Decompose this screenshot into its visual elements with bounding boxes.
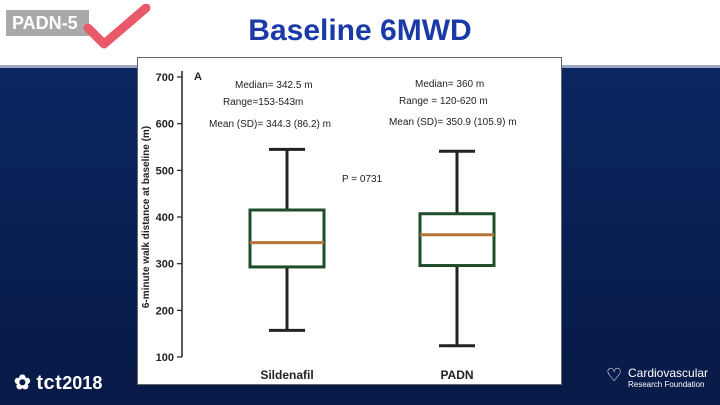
tct-logo: ✿ tct2018 [14,370,102,395]
y-tick-label: 400 [156,212,174,224]
y-tick-label: 600 [156,119,174,131]
annotation-padn-range: Range = 120-620 m [399,96,488,107]
box-padn [418,149,496,348]
y-tick-label: 100 [156,352,174,364]
panel-label: A [194,71,202,83]
tct-logo-icon: ✿ [14,372,31,394]
tct-logo-year: 2018 [62,373,103,393]
crf-line1: Cardiovascular [628,366,709,380]
y-tick-label: 200 [156,305,174,317]
y-tick-label: 500 [156,165,174,177]
annotation-sildenafil-range: Range=153-543m [223,97,303,108]
annotation-padn-median: Median= 360 m [415,79,484,90]
box-sildenafil [248,147,326,332]
category-label: PADN [440,368,473,382]
annotation-sildenafil-mean: Mean (SD)= 344.3 (86.2) m [209,119,331,130]
y-axis-label: 6-minute walk distance at baseline (m) [141,126,152,308]
category-label: Sildenafil [260,368,313,382]
box-plot-chart: 100 200 300 400 500 600 700 6-minute walk dista… [141,71,517,382]
annotation-p-value: P = 0731 [342,174,383,185]
iqr-box [418,212,496,268]
crf-line2: Research Foundation [628,380,705,389]
tct-logo-text: tct [36,372,63,394]
iqr-box [248,208,326,269]
crf-logo: ♡ Cardiovascular Research Foundation [606,365,709,390]
check-icon [83,4,151,49]
slide-title: Baseline 6MWD [248,14,472,47]
heart-icon: ♡ [606,365,623,385]
y-tick-label: 300 [156,259,174,271]
slide-badge: PADN-5 [6,10,89,36]
annotation-sildenafil-median: Median= 342.5 m [235,80,313,91]
annotation-padn-mean: Mean (SD)= 350.9 (105.9) m [389,117,517,128]
y-tick-label: 700 [156,72,174,84]
